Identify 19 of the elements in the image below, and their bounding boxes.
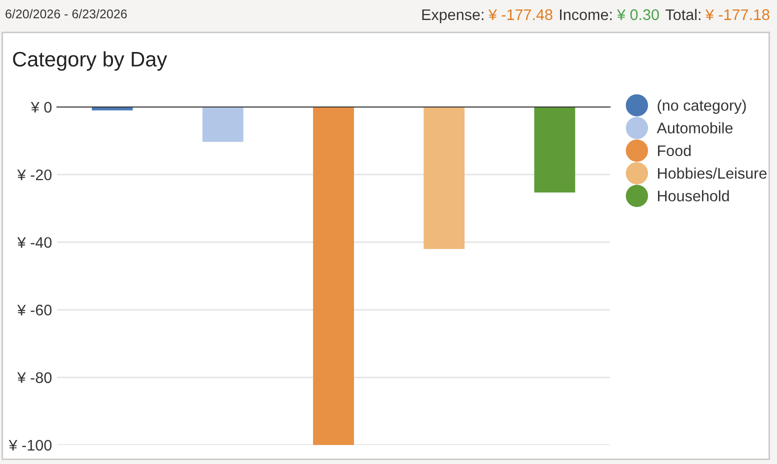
legend-label: Household [658,190,729,202]
text: ¥ 0.30 [617,9,659,20]
text: ¥ -177.18 [705,9,770,20]
text: ¥ -177.48 [488,9,552,20]
y-tick-label: ¥ -40 [17,237,52,248]
legend-label: Automobile [656,122,733,134]
y-tick-label: ¥ -20 [17,169,52,180]
legend-label: Food [658,144,691,156]
y-tick-label: ¥ 0 [30,102,52,113]
y-tick-label: ¥ -100 [8,440,52,451]
legend-label: (no category) [658,100,746,114]
text: Income: [560,9,612,20]
legend-label: Hobbies/Leisure [658,168,767,179]
text: Expense: [422,9,484,24]
chart-title: Category by Day [13,51,168,71]
text: 6/20/2026 - 6/23/2026 [6,9,127,18]
y-tick-label: ¥ -60 [17,304,52,316]
text: Total: [666,8,700,20]
y-tick-label: ¥ -80 [17,372,52,384]
